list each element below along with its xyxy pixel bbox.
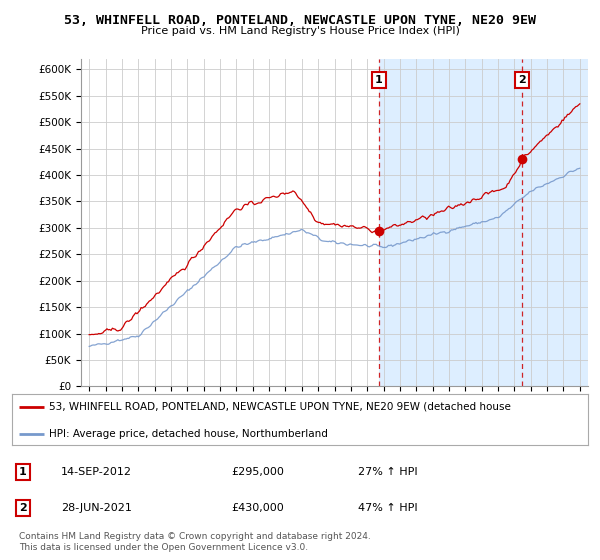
Text: £430,000: £430,000 [231,503,284,513]
Text: 53, WHINFELL ROAD, PONTELAND, NEWCASTLE UPON TYNE, NE20 9EW: 53, WHINFELL ROAD, PONTELAND, NEWCASTLE … [64,14,536,27]
Text: 28-JUN-2021: 28-JUN-2021 [61,503,132,513]
Text: 47% ↑ HPI: 47% ↑ HPI [358,503,417,513]
Text: 53, WHINFELL ROAD, PONTELAND, NEWCASTLE UPON TYNE, NE20 9EW (detached house: 53, WHINFELL ROAD, PONTELAND, NEWCASTLE … [49,402,511,412]
Text: 1: 1 [19,467,26,477]
Text: HPI: Average price, detached house, Northumberland: HPI: Average price, detached house, Nort… [49,429,328,439]
Text: 2: 2 [518,75,526,85]
Text: 27% ↑ HPI: 27% ↑ HPI [358,467,417,477]
Bar [379,59,588,386]
Text: 1: 1 [375,75,383,85]
Text: £295,000: £295,000 [231,467,284,477]
Text: Contains HM Land Registry data © Crown copyright and database right 2024.
This d: Contains HM Land Registry data © Crown c… [19,533,371,552]
Text: 14-SEP-2012: 14-SEP-2012 [61,467,132,477]
Text: Price paid vs. HM Land Registry's House Price Index (HPI): Price paid vs. HM Land Registry's House … [140,26,460,36]
Text: 2: 2 [19,503,26,513]
